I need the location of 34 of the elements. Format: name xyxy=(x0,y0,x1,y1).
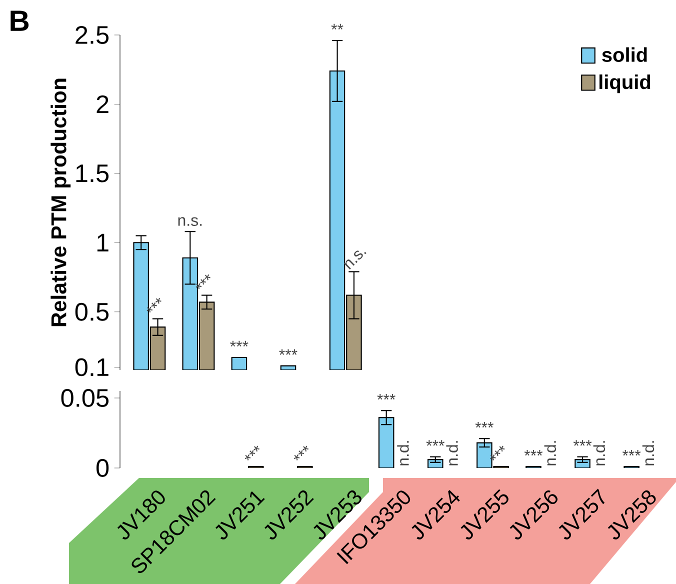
y-tick-label: 0.05 xyxy=(61,389,109,407)
annotation: n.d. xyxy=(544,441,556,466)
y-tick-label: 0 xyxy=(96,459,109,477)
y-axis-title: Relative PTM production xyxy=(50,78,71,326)
annotation: n.d. xyxy=(593,441,606,466)
legend-label: liquid xyxy=(599,74,650,94)
annotation: *** xyxy=(426,440,444,446)
y-tick-label: 0.1 xyxy=(75,358,108,376)
annotation: n.s. xyxy=(178,217,202,226)
annotation: n.d. xyxy=(397,441,409,466)
annotation: ** xyxy=(331,24,344,30)
y-tick-label: 2 xyxy=(96,95,108,114)
annotation: *** xyxy=(490,446,505,460)
annotation: *** xyxy=(196,274,210,289)
y-tick-label: 2.5 xyxy=(76,26,109,44)
y-tick-label: 0.5 xyxy=(75,302,109,321)
y-tick-label: 1.5 xyxy=(76,164,109,182)
annotation: *** xyxy=(377,394,396,400)
annotation: *** xyxy=(230,340,248,347)
annotation: *** xyxy=(573,440,592,446)
annotation: n.s. xyxy=(344,250,366,270)
bar xyxy=(378,417,394,468)
annotation: n.d. xyxy=(446,441,458,466)
annotation: n.d. xyxy=(642,441,654,466)
annotation: *** xyxy=(279,349,298,355)
annotation: *** xyxy=(244,446,260,460)
annotation: *** xyxy=(475,422,494,428)
annotation: *** xyxy=(294,446,308,460)
annotation: *** xyxy=(524,450,543,456)
annotation: *** xyxy=(622,450,641,456)
y-tick-label: 1 xyxy=(97,234,108,252)
text: B xyxy=(10,10,29,31)
annotation: *** xyxy=(146,298,162,313)
legend-label: solid xyxy=(602,47,647,62)
